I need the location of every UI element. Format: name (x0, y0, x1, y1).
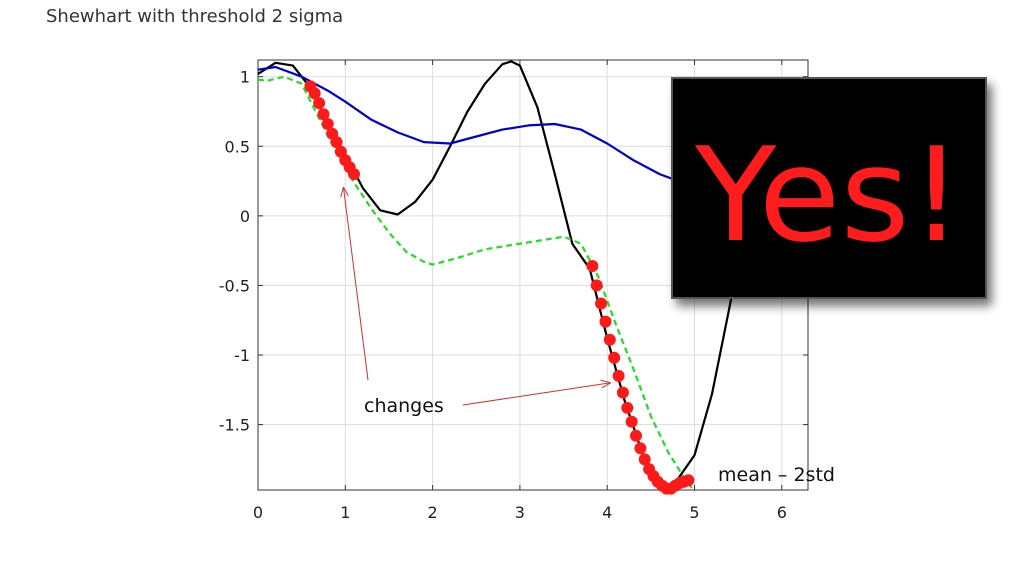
annotations: changes mean – 2std (344, 188, 835, 486)
slide-title: Shewhart with threshold 2 sigma (46, 6, 344, 27)
change-point (682, 474, 695, 487)
change-point (603, 333, 616, 346)
threshold-line (257, 75, 696, 493)
changes-arrow-2 (462, 383, 610, 406)
x-tick-label: 6 (777, 503, 787, 522)
y-tick-label: -1 (234, 346, 250, 365)
x-tick-label: 4 (602, 503, 612, 522)
change-point (608, 351, 621, 364)
change-point (625, 415, 638, 428)
yes-overlay-box (671, 77, 987, 299)
x-tick-label: 5 (689, 503, 699, 522)
y-tick-label: -1.5 (219, 416, 250, 435)
change-point (348, 168, 360, 181)
change-point (612, 369, 625, 382)
x-tick-label: 1 (340, 503, 350, 522)
yes-overlay-text: Yes! (694, 119, 963, 271)
change-point (308, 87, 321, 100)
changes-label: changes (364, 395, 444, 417)
changes-arrow-1 (344, 188, 369, 381)
x-tick-label: 0 (253, 503, 263, 522)
y-tick-label: 0 (240, 207, 250, 226)
y-tick-label: 1 (240, 68, 250, 87)
yes-overlay: Yes! (671, 77, 987, 299)
change-point (313, 97, 326, 110)
x-tick-label: 3 (515, 503, 525, 522)
change-point (321, 118, 334, 130)
y-tick-label: -0.5 (219, 276, 250, 295)
change-point (590, 279, 603, 292)
axis-ticks: 0 1 2 3 4 5 6 1 0.5 0 -0.5 -1 -1.5 (219, 60, 808, 522)
y-tick-label: 0.5 (225, 137, 250, 156)
change-point (638, 453, 651, 466)
mean-line (257, 65, 713, 190)
change-point (630, 429, 642, 442)
change-point (595, 297, 608, 310)
change-point (330, 136, 343, 149)
change-point (586, 260, 599, 272)
x-tick-label: 2 (428, 503, 438, 522)
change-points-group (304, 80, 695, 495)
threshold-label: mean – 2std (718, 464, 835, 486)
change-point (634, 442, 647, 455)
change-point (621, 401, 634, 414)
change-point (616, 386, 629, 399)
change-point (599, 315, 612, 328)
change-point (317, 108, 330, 121)
